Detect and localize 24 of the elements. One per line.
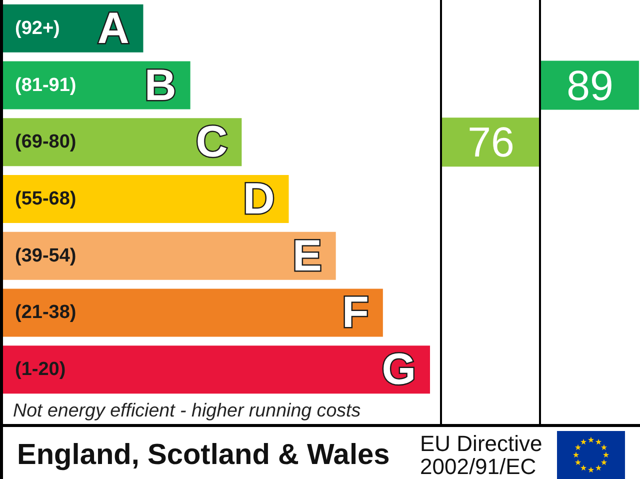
y-tick-label: C: [196, 118, 228, 167]
annotation: (39-54): [15, 245, 76, 266]
annotation: (1-20): [15, 359, 66, 380]
text: Not energy efficient - higher running costs: [13, 400, 361, 420]
annotation: (21-38): [15, 302, 76, 324]
annotation: (92+): [15, 18, 60, 39]
annotation: (81-91): [15, 74, 76, 96]
y-tick-label: A: [97, 4, 130, 53]
annotation: (55-68): [15, 188, 76, 210]
text: England, Scotland & Wales: [17, 439, 390, 471]
annotation: (69-80): [15, 132, 76, 153]
y-tick-label: B: [144, 60, 176, 110]
y-tick-label: G: [382, 345, 416, 394]
bar: [2, 346, 430, 394]
text: EU Directive 2002/91/EC: [420, 431, 542, 479]
y-tick-label: E: [292, 231, 322, 280]
y-tick-label: F: [342, 288, 369, 338]
text: 89: [566, 62, 614, 109]
bar: [2, 288, 383, 337]
y-tick-label: D: [242, 174, 275, 224]
bar: [2, 175, 289, 223]
bar: [2, 232, 336, 280]
text: 76: [468, 118, 514, 166]
bar: [2, 118, 242, 166]
